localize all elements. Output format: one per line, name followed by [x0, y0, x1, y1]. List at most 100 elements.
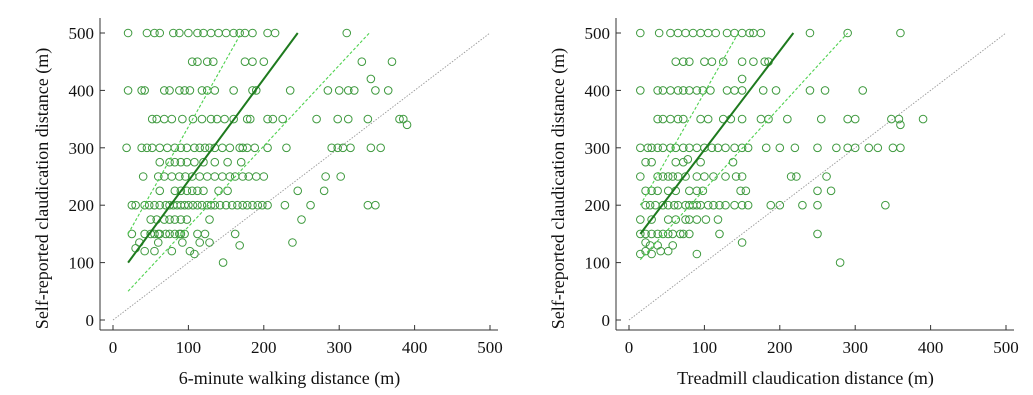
data-point: [666, 86, 675, 95]
data-point: [366, 143, 376, 153]
data-point: [220, 114, 229, 124]
data-point: [745, 28, 754, 38]
data-point: [721, 143, 730, 153]
regression-line: [127, 32, 299, 264]
data-point: [678, 114, 688, 124]
data-point: [175, 86, 184, 95]
data-point: [187, 186, 197, 196]
data-point: [805, 86, 815, 95]
data-point: [737, 238, 747, 247]
data-point: [658, 114, 668, 124]
data-point: [321, 172, 330, 181]
data-point: [155, 186, 165, 196]
data-point: [668, 229, 678, 239]
data-point: [896, 120, 905, 130]
data-point: [636, 86, 645, 95]
y-tick-label: 400: [69, 81, 95, 100]
data-point: [653, 241, 662, 250]
data-point: [153, 238, 163, 247]
data-point: [647, 157, 656, 167]
x-tick-label: 0: [625, 338, 634, 357]
data-point: [150, 229, 159, 239]
data-point: [764, 114, 773, 124]
data-point: [259, 57, 269, 67]
data-point: [206, 114, 216, 124]
data-point: [641, 229, 650, 239]
data-point: [673, 114, 683, 124]
data-point: [641, 157, 650, 167]
data-point: [210, 200, 220, 210]
data-point: [737, 143, 747, 153]
data-point: [162, 143, 172, 153]
data-point: [319, 186, 329, 196]
data-point: [178, 238, 187, 247]
data-point: [383, 86, 393, 95]
y-tick-label: 100: [69, 254, 95, 273]
data-point: [333, 143, 342, 153]
data-point: [703, 200, 713, 210]
data-point: [832, 143, 841, 153]
data-point: [152, 114, 162, 124]
data-point: [673, 28, 683, 38]
data-point: [161, 229, 171, 239]
data-point: [741, 186, 751, 196]
data-point: [685, 186, 694, 196]
ci-lower-line: [639, 32, 849, 261]
data-point: [658, 172, 668, 181]
data-point: [376, 143, 385, 153]
ci-upper-line: [639, 32, 739, 206]
data-point: [248, 200, 257, 210]
data-point: [813, 229, 822, 239]
data-point: [692, 215, 702, 224]
data-point: [218, 258, 228, 267]
data-point: [730, 86, 739, 95]
data-point: [703, 114, 713, 124]
data-point: [653, 114, 662, 124]
data-point: [743, 200, 753, 210]
data-point: [647, 249, 656, 259]
data-point: [210, 172, 220, 181]
y-tick-label: 500: [585, 24, 611, 43]
data-point: [197, 114, 207, 124]
data-point: [775, 143, 785, 153]
data-point: [285, 86, 295, 95]
data-point: [167, 114, 177, 124]
data-point: [159, 114, 169, 124]
data-point: [288, 238, 297, 247]
data-point: [155, 28, 165, 38]
data-point: [864, 143, 874, 153]
data-point: [159, 86, 169, 95]
data-point: [210, 86, 220, 95]
data-point: [688, 28, 698, 38]
data-point: [721, 172, 730, 181]
data-point: [749, 57, 758, 67]
data-point: [193, 57, 202, 67]
data-point: [636, 229, 645, 239]
panel-6min-walk: 0 100 200 300 400 500 0 100 200 300 400 500 6-minute…: [32, 18, 503, 389]
data-point: [170, 215, 180, 224]
data-point: [221, 28, 231, 38]
data-point: [713, 215, 723, 224]
y-tick-label: 300: [69, 139, 95, 158]
data-point: [822, 172, 831, 181]
data-point: [658, 200, 668, 210]
x-tick-label: 400: [918, 338, 944, 357]
data-point: [918, 114, 928, 124]
data-point: [282, 143, 291, 153]
data-point: [206, 200, 216, 210]
data-point: [235, 28, 244, 38]
data-point: [334, 86, 344, 95]
data-point: [193, 28, 202, 38]
data-point: [190, 249, 199, 259]
data-point: [663, 246, 673, 256]
data-point: [671, 157, 681, 167]
data-point: [280, 200, 290, 210]
data-point: [170, 157, 180, 167]
y-tick-label: 200: [585, 196, 611, 215]
data-point: [176, 157, 186, 167]
data-point: [170, 186, 180, 196]
data-point: [175, 28, 184, 38]
data-point: [187, 57, 197, 67]
data-point: [363, 114, 373, 124]
